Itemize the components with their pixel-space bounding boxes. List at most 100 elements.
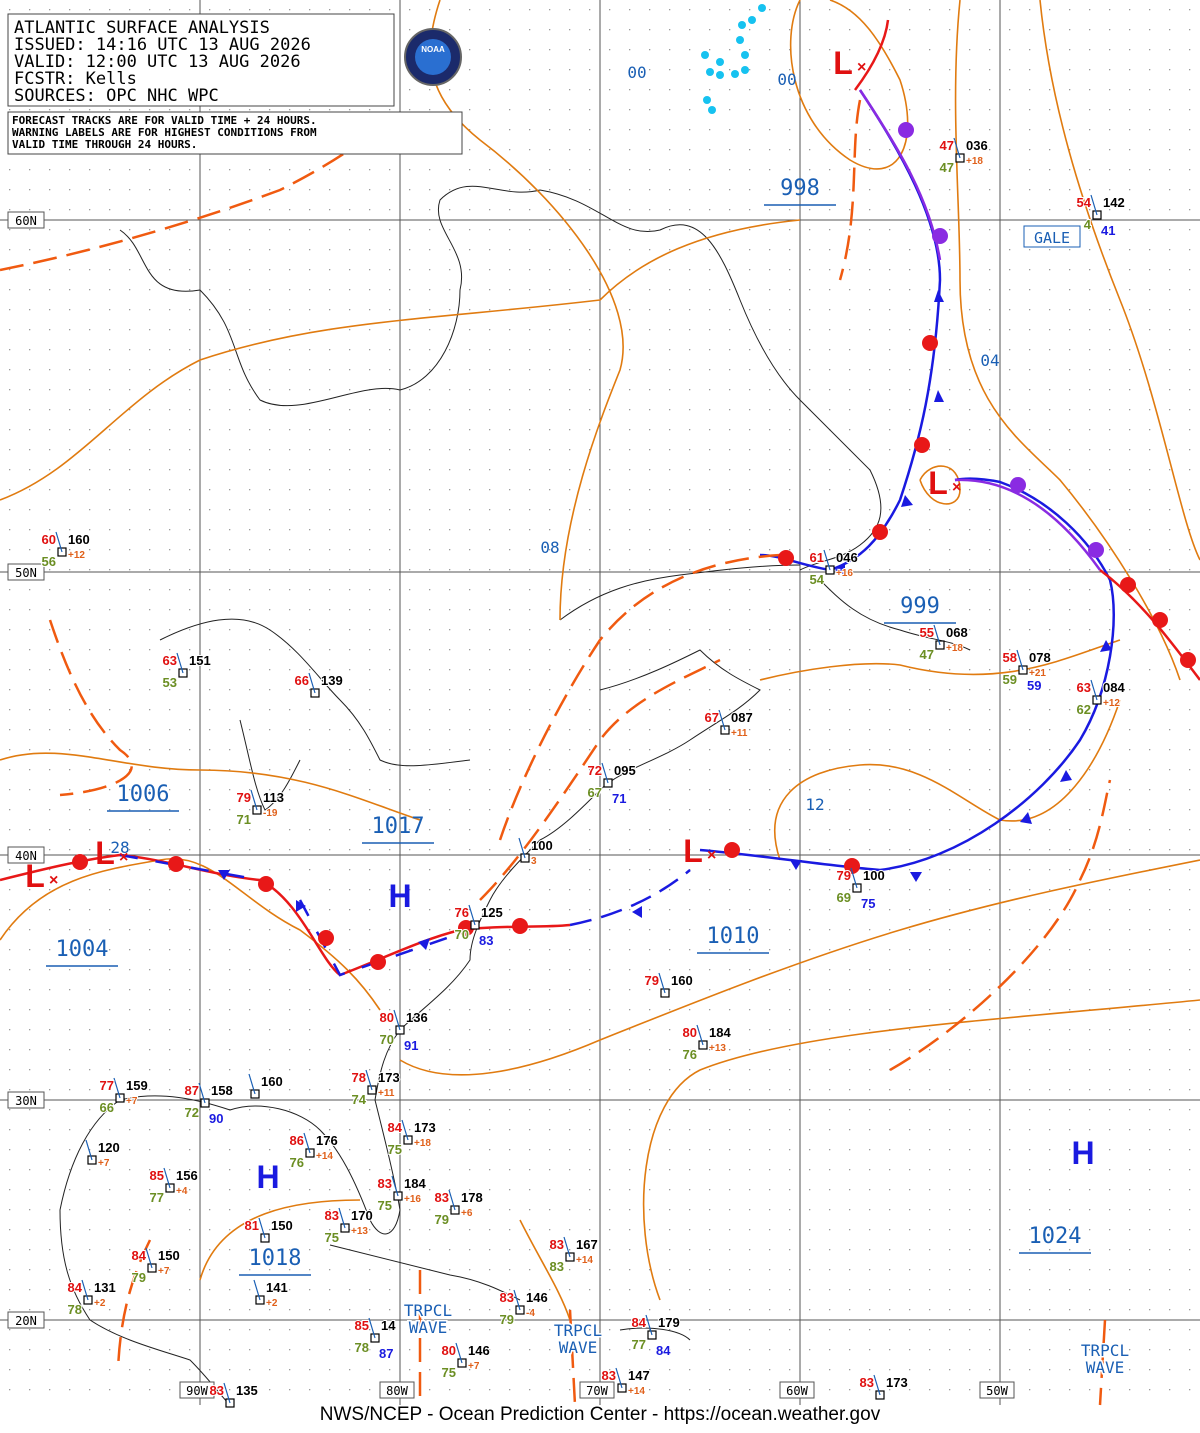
- station: 84 131 +2 78: [67, 1279, 117, 1318]
- station-temp: 63: [163, 653, 177, 668]
- station-dewpoint: 75: [442, 1365, 456, 1380]
- station-pressure: 150: [158, 1248, 180, 1263]
- station-pressure: 178: [461, 1190, 483, 1205]
- wave-label: TRPCL: [1081, 1341, 1129, 1360]
- lon-label-box: [179, 1381, 215, 1399]
- coastlines: [59, 185, 971, 1406]
- station-tendency: 3: [531, 856, 537, 867]
- station-pressure: 131: [94, 1280, 116, 1295]
- header: ATLANTIC SURFACE ANALYSIS ISSUED: 14:16 …: [14, 18, 311, 106]
- station-dewpoint: 66: [100, 1100, 114, 1115]
- station-pressure: 151: [189, 653, 211, 668]
- ice-dot: [708, 106, 716, 114]
- low-center: L: [25, 858, 45, 894]
- ice-dot: [758, 4, 766, 12]
- station-temp: 83: [500, 1290, 514, 1305]
- wind-barb: [455, 1342, 463, 1364]
- station-temp: 86: [290, 1133, 304, 1148]
- station-temp: 83: [435, 1190, 449, 1205]
- wind-barb: [85, 1139, 93, 1161]
- station-temp: 80: [683, 1025, 697, 1040]
- station: 83 178 +6 79: [434, 1189, 484, 1228]
- wind-barb: [401, 1119, 409, 1141]
- station-temp: 54: [1077, 195, 1092, 210]
- isobar-label: 999: [900, 594, 940, 619]
- station-temp: 83: [325, 1208, 339, 1223]
- low-center-mark: ×: [857, 59, 866, 76]
- isobar-label: 12: [805, 795, 824, 814]
- footer: NWS/NCEP - Ocean Prediction Center - htt…: [320, 1404, 881, 1425]
- station-tendency: +2: [266, 1298, 278, 1309]
- lon-label: 50W: [986, 1384, 1008, 1398]
- low-center-mark: ×: [707, 847, 716, 864]
- station-other: 84: [656, 1343, 671, 1358]
- wind-barb: [850, 867, 858, 889]
- wind-barb: [391, 1175, 399, 1197]
- station-temp: 76: [455, 905, 469, 920]
- lat-label-box: [7, 1091, 45, 1109]
- lon-label: 60W: [786, 1384, 808, 1398]
- station-temp: 81: [245, 1218, 259, 1233]
- station-temp: 83: [602, 1368, 616, 1383]
- station-dewpoint: 78: [68, 1302, 82, 1317]
- station-pressure: 173: [414, 1120, 436, 1135]
- station: 63 084 +12 62: [1076, 679, 1127, 718]
- wind-barb: [1090, 194, 1098, 216]
- station: 63 151 53: [162, 652, 212, 691]
- station-pressure: 068: [946, 625, 968, 640]
- station-pressure: 084: [1103, 680, 1125, 695]
- lat-label: 60N: [15, 214, 37, 228]
- station-tendency: +13: [351, 1226, 368, 1237]
- station-pressure: 179: [658, 1315, 680, 1330]
- station-tendency: +4: [176, 1186, 188, 1197]
- wind-barb: [1090, 679, 1098, 701]
- station-dewpoint: 47: [940, 160, 954, 175]
- station-temp: 79: [645, 973, 659, 988]
- wind-barb: [81, 1279, 89, 1301]
- isobar-label: 998: [780, 176, 820, 201]
- station-dewpoint: 59: [1003, 672, 1017, 687]
- station: 83 173: [859, 1374, 909, 1400]
- high-center: H: [388, 878, 411, 914]
- station-temp: 61: [810, 550, 824, 565]
- station: 76 125 70 83: [454, 904, 504, 949]
- ice-dot: [741, 51, 749, 59]
- station-pressure: 176: [316, 1133, 338, 1148]
- station: 80 136 70 91: [379, 1009, 429, 1054]
- header-sources: SOURCES: OPC NHC WPC: [14, 86, 219, 106]
- station-other: 91: [404, 1038, 418, 1053]
- wind-barb: [718, 709, 726, 731]
- station-pressure: 170: [351, 1208, 373, 1223]
- station-dewpoint: 75: [388, 1142, 402, 1157]
- wind-barb: [1016, 649, 1024, 671]
- station-dewpoint: 53: [163, 675, 177, 690]
- wind-barb: [933, 624, 941, 646]
- station-temp: 78: [352, 1070, 366, 1085]
- station-tendency: +16: [404, 1194, 421, 1205]
- station: 79 113 -19 71: [236, 789, 285, 828]
- wind-barb: [113, 1077, 121, 1099]
- station-pressure: 147: [628, 1368, 650, 1383]
- station-pressure: 087: [731, 710, 753, 725]
- wind-barb: [601, 762, 609, 784]
- station-pressure: 120: [98, 1140, 120, 1155]
- station-temp: 83: [550, 1237, 564, 1252]
- station: 86 176 +14 76: [289, 1132, 339, 1171]
- ice-dot: [716, 71, 724, 79]
- station-tendency: +7: [158, 1266, 170, 1277]
- isobar-label: 1017: [372, 814, 425, 839]
- station-dewpoint: 56: [42, 554, 56, 569]
- station-temp: 83: [860, 1375, 874, 1390]
- station-dewpoint: 78: [355, 1340, 369, 1355]
- station-temp: 80: [380, 1010, 394, 1025]
- station-dewpoint: 69: [837, 890, 851, 905]
- wind-barb: [55, 531, 63, 553]
- ice-dot: [731, 70, 739, 78]
- wind-barb: [696, 1024, 704, 1046]
- station-pressure: 139: [321, 673, 343, 688]
- wind-barb: [513, 1289, 521, 1311]
- station-tendency: -4: [526, 1308, 535, 1319]
- isobar-label: 00: [777, 70, 796, 89]
- warning-label: GALE: [1034, 229, 1070, 247]
